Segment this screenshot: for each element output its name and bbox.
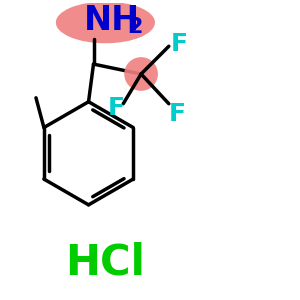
Text: F: F	[107, 96, 124, 120]
Text: NH: NH	[84, 4, 140, 37]
Text: F: F	[171, 32, 188, 56]
Ellipse shape	[56, 2, 155, 43]
Circle shape	[124, 57, 158, 91]
Text: 2: 2	[127, 17, 142, 38]
Text: HCl: HCl	[65, 241, 145, 283]
Text: F: F	[169, 102, 186, 126]
